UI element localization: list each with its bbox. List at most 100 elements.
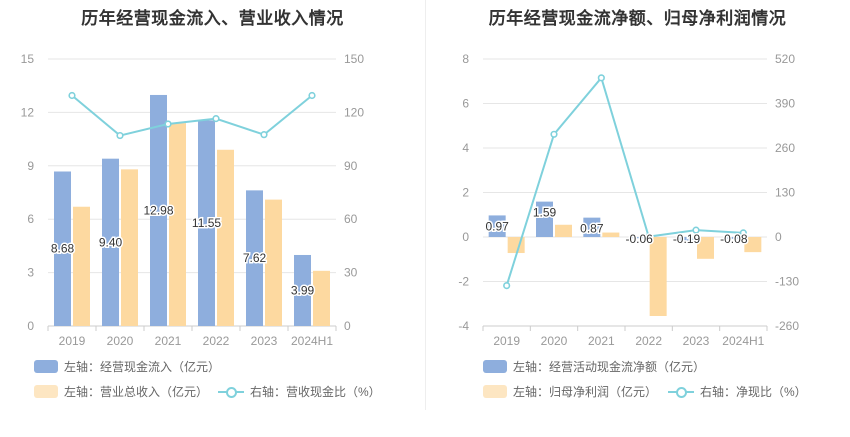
bar-secondary	[649, 237, 667, 316]
line-series	[71, 94, 313, 137]
y-left-tick-label: 0	[27, 319, 34, 333]
chart-title: 历年经营现金流入、营业收入情况	[81, 9, 344, 28]
legend-label: 左轴：经营现金流入（亿元）	[64, 360, 221, 374]
line-point	[68, 91, 76, 100]
bar-data-label: 1.59	[533, 206, 557, 220]
bar-secondary	[265, 199, 282, 326]
legend-swatch-bar	[483, 385, 507, 398]
legend-item-cash-inflow[interactable]: 左轴：经营现金流入（亿元）	[34, 358, 220, 375]
bar-primary	[246, 190, 263, 326]
bar-primary	[678, 237, 695, 242]
y-right-tick-label: 0	[344, 319, 351, 333]
legend-label: 左轴：归母净利润（亿元）	[513, 385, 658, 399]
x-tick-label: 2021	[588, 334, 615, 348]
y-right-tick-label: 390	[775, 97, 795, 111]
bar-data-label: 7.62	[243, 251, 267, 265]
bar-primary	[54, 171, 71, 326]
y-left-tick-label: 9	[27, 159, 34, 173]
bar-primary	[725, 237, 743, 239]
y-right-tick-label: -130	[775, 275, 799, 289]
line-point	[164, 120, 172, 128]
bar-secondary	[697, 237, 714, 259]
bar-data-label: 3.99	[291, 283, 315, 297]
bar-primary	[294, 254, 311, 326]
y-left-tick-label: 0	[462, 230, 469, 244]
y-left-tick-label: 12	[21, 105, 35, 119]
bar-secondary	[555, 224, 572, 237]
x-tick-label: 2022	[635, 334, 662, 348]
x-tick-label: 2020	[107, 334, 134, 348]
bar-primary	[536, 201, 553, 237]
y-left-tick-label: 6	[462, 97, 469, 111]
y-right-tick-label: 260	[775, 141, 795, 155]
bar-data-label: 8.68	[51, 242, 75, 256]
chart-plot-area: -4 -2 0 2 4 6 8 -260 -130 0 130 260 390 520 2019 2020 20…	[458, 52, 799, 348]
y-left-tick-label: -4	[458, 319, 469, 333]
chart-panel-cash-inflow-revenue: 历年经营现金流入、营业收入情况 0 3 6 9 12 15 0 30 60 90 120 150 201…	[21, 9, 381, 400]
y-right-tick-label: 120	[344, 105, 364, 119]
y-left-tick-label: 4	[462, 141, 469, 155]
legend-label: 左轴：经营活动现金流净额（亿元）	[513, 360, 706, 374]
y-right-tick-label: 520	[775, 52, 795, 66]
line-point	[550, 130, 558, 138]
x-tick-label: 2020	[541, 334, 568, 348]
y-right-tick-label: 30	[344, 266, 358, 280]
y-right-tick-label: 60	[344, 212, 358, 226]
bar-data-label: 12.98	[143, 203, 173, 217]
legend-label: 左轴：营业总收入（亿元）	[64, 385, 209, 399]
x-tick-label: 2019	[493, 334, 520, 348]
y-right-tick-label: 150	[344, 52, 364, 66]
legend-item-net-profit[interactable]: 左轴：归母净利润（亿元）	[483, 383, 657, 400]
bar-secondary	[73, 206, 90, 326]
y-right-tick-label: -260	[775, 319, 799, 333]
legend-label: 右轴：营收现金比（%）	[250, 385, 381, 399]
y-left-tick-label: 8	[462, 52, 469, 66]
panel-divider	[425, 0, 426, 410]
legend-line-marker-icon	[218, 385, 244, 399]
bar-primary	[150, 94, 167, 327]
x-tick-label: 2023	[251, 334, 278, 348]
legend-item-net-cash[interactable]: 左轴：经营活动现金流净额（亿元）	[483, 358, 705, 375]
bar-secondary	[744, 237, 762, 253]
y-right-tick-label: 0	[775, 230, 782, 244]
line-point	[597, 74, 605, 82]
bar-data-label: 0.97	[485, 219, 509, 233]
line-series	[505, 75, 744, 286]
legend-line-marker-icon	[668, 385, 694, 399]
x-tick-label: 2023	[683, 334, 710, 348]
bar-data-label: -0.06	[625, 232, 653, 246]
bar-data-label: 0.87	[580, 222, 604, 236]
line-point	[692, 226, 700, 234]
y-right-tick-label: 90	[344, 159, 358, 173]
y-left-tick-label: -2	[458, 275, 469, 289]
legend-swatch-bar	[34, 360, 58, 373]
bar-secondary	[602, 232, 620, 237]
line-point	[645, 233, 653, 241]
line-point	[308, 91, 316, 100]
line-point	[739, 229, 747, 237]
bar-secondary	[217, 149, 234, 326]
legend-item-net-cash-ratio[interactable]: 右轴：净现比（%）	[668, 383, 807, 400]
bar-primary	[630, 237, 648, 239]
y-left-tick-label: 6	[27, 212, 34, 226]
legend-label: 右轴：净现比（%）	[700, 385, 807, 399]
y-left-tick-label: 2	[462, 186, 469, 200]
bar-data-label: -0.19	[673, 232, 701, 246]
y-right-tick-label: 130	[775, 186, 795, 200]
x-tick-label: 2021	[155, 334, 182, 348]
legend-swatch-bar	[483, 360, 507, 373]
bar-primary	[488, 215, 506, 237]
bar-secondary	[313, 270, 330, 326]
x-tick-label: 2022	[203, 334, 230, 348]
line-point	[212, 115, 220, 123]
legend-item-ratio[interactable]: 右轴：营收现金比（%）	[218, 383, 381, 400]
legend-item-revenue[interactable]: 左轴：营业总收入（亿元）	[34, 383, 208, 400]
x-tick-label: 2024H1	[291, 334, 333, 348]
y-left-tick-label: 3	[27, 266, 34, 280]
y-left-tick-label: 15	[21, 52, 35, 66]
line-point	[260, 131, 268, 139]
x-tick-label: 2019	[59, 334, 86, 348]
x-tick-label: 2024H1	[722, 334, 764, 348]
bar-secondary	[169, 123, 186, 326]
